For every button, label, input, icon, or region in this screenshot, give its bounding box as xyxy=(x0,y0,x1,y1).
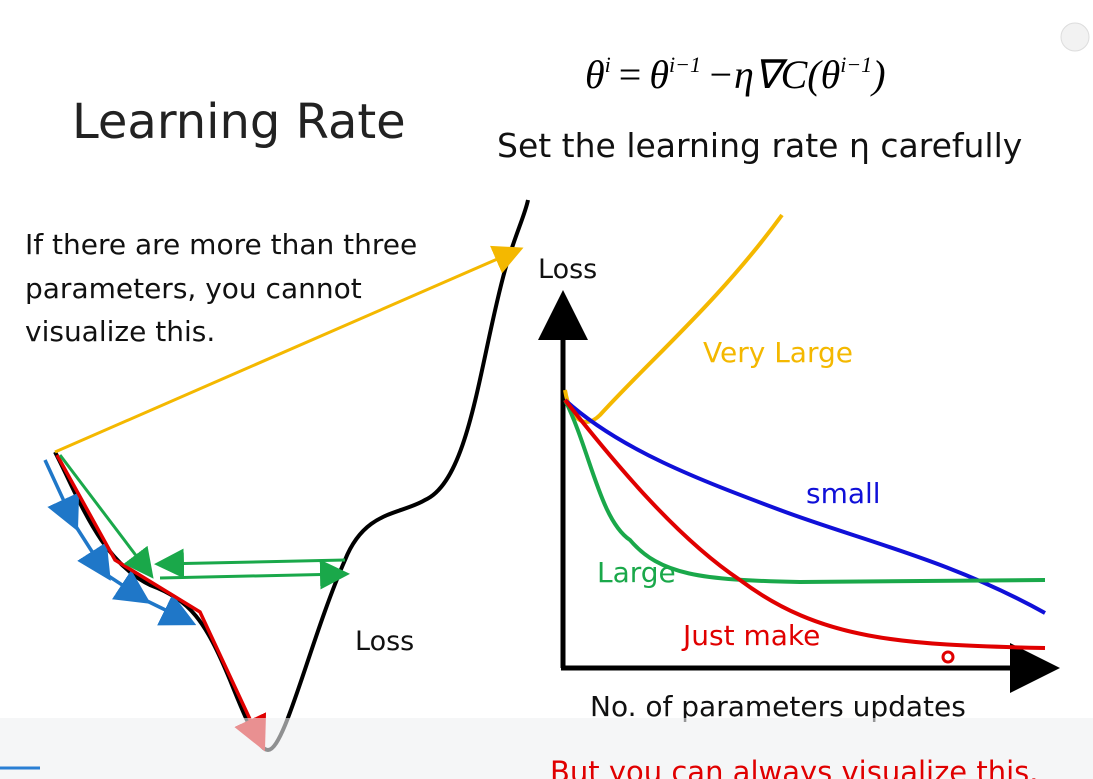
cursor xyxy=(941,650,955,664)
pointer-arrow xyxy=(54,245,524,454)
formula-part: ) xyxy=(870,52,885,97)
curve-label: Loss xyxy=(355,626,414,657)
formula-part: −η∇C( xyxy=(707,52,823,97)
step-arrow xyxy=(159,559,350,590)
step-arrow xyxy=(58,454,154,579)
x-axis-label: No. of parameters updates xyxy=(590,690,966,723)
curve-label: Just make xyxy=(681,619,820,652)
formula: θi = θi−1 −η∇C(θi−1) xyxy=(585,52,886,97)
step-arrow xyxy=(43,459,80,532)
formula-part: θ xyxy=(585,52,605,97)
step-arrow xyxy=(154,548,346,579)
logo xyxy=(1060,22,1090,52)
formula-part: θ xyxy=(649,52,669,97)
formula-part: i−1 xyxy=(840,52,872,77)
video-overlay xyxy=(0,718,1093,779)
step-arrow xyxy=(73,524,111,581)
curve-label: Large xyxy=(597,556,676,589)
footer-note: But you can always visualize this. xyxy=(550,755,1039,779)
curve-small xyxy=(563,398,1046,615)
y-axis-label: Loss xyxy=(538,254,597,285)
step-arrow xyxy=(144,593,197,626)
note-line: parameters, you cannot xyxy=(25,272,362,305)
formula-part: θ xyxy=(821,52,841,97)
formula-part: i xyxy=(605,52,611,77)
subtitle: Set the learning rate η carefully xyxy=(497,126,1022,165)
formula-part: = xyxy=(619,52,642,97)
note-line: visualize this. xyxy=(25,315,215,348)
formula-part: i−1 xyxy=(669,52,701,77)
curve-label: small xyxy=(806,477,881,510)
step-arrow xyxy=(106,569,151,604)
note-line: If there are more than three xyxy=(25,228,417,261)
step-arrow xyxy=(55,454,267,752)
curve-just-make xyxy=(563,398,1046,650)
curve-label: Very Large xyxy=(703,336,853,369)
title: Learning Rate xyxy=(72,94,406,150)
